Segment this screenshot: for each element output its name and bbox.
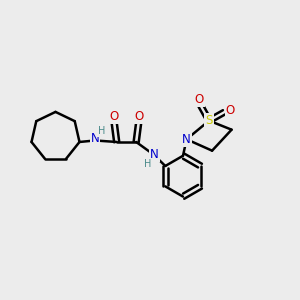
Text: O: O	[134, 110, 143, 123]
Text: O: O	[226, 104, 235, 117]
Text: H: H	[145, 159, 152, 169]
Text: N: N	[150, 148, 159, 161]
Text: N: N	[91, 132, 100, 145]
Text: O: O	[195, 93, 204, 106]
Text: N: N	[182, 133, 191, 146]
Text: O: O	[110, 110, 119, 123]
Text: S: S	[206, 114, 213, 127]
Text: H: H	[98, 127, 105, 136]
